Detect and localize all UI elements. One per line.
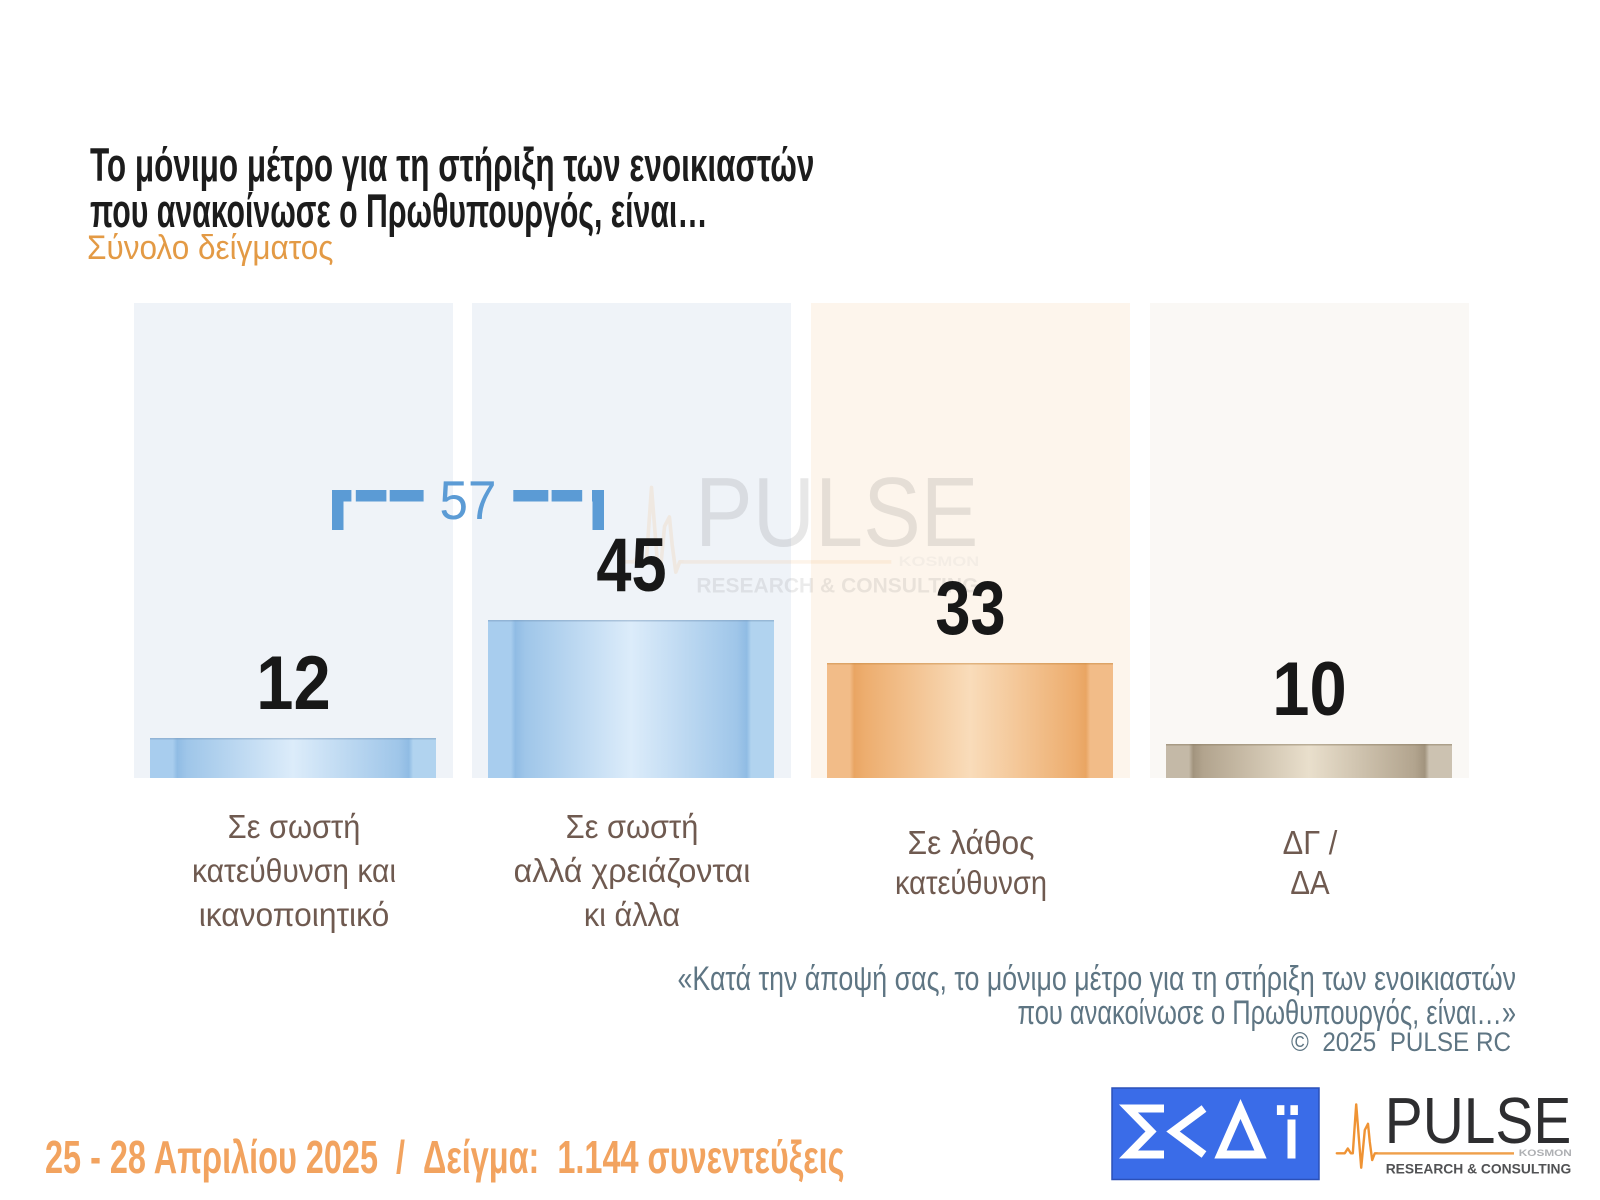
- svg-text:57: 57: [440, 470, 497, 531]
